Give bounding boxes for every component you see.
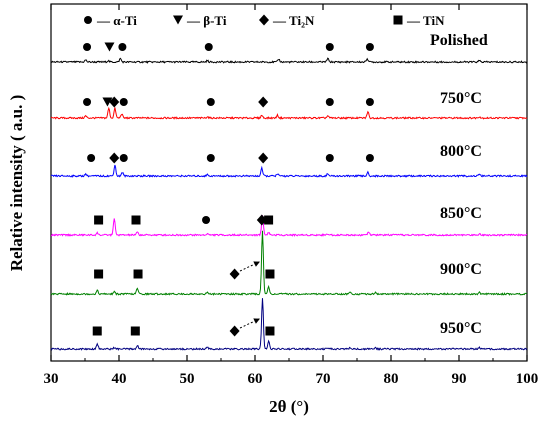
legend-triangle-down-icon xyxy=(173,15,183,25)
series-line xyxy=(50,57,528,64)
phase-marker-square xyxy=(92,326,102,336)
sample-labels-group: Polished 750°C 800°C 850°C 900°C 950°C xyxy=(430,32,488,337)
phase-marker-square xyxy=(265,269,275,279)
phase-marker-diamond xyxy=(109,152,120,164)
series-line xyxy=(50,164,528,178)
annotation-arrow xyxy=(239,261,260,272)
phase-marker-circle xyxy=(119,154,128,162)
series-line xyxy=(50,106,528,120)
phase-marker-circle xyxy=(119,98,128,106)
phase-marker-circle xyxy=(365,98,374,106)
series-line xyxy=(50,298,528,351)
phase-marker-square xyxy=(94,215,104,225)
phase-marker-circle xyxy=(325,43,334,51)
y-axis-title: Relative intensity ( a.u. ) xyxy=(7,95,26,272)
phase-marker-diamond xyxy=(229,325,240,337)
phase-marker-diamond xyxy=(258,96,269,108)
phase-marker-circle xyxy=(365,154,374,162)
legend-circle-icon xyxy=(84,16,92,24)
x-tick-label: 30 xyxy=(44,371,59,387)
x-tick-label: 50 xyxy=(180,371,195,387)
sample-label: Polished xyxy=(430,32,488,49)
series-line xyxy=(50,215,528,237)
phase-marker-square xyxy=(131,215,141,225)
phase-marker-circle xyxy=(118,43,127,51)
phase-marker-square xyxy=(265,326,275,336)
x-tick-label: 40 xyxy=(112,371,127,387)
phase-marker-square xyxy=(264,215,274,225)
phase-marker-circle xyxy=(83,98,92,106)
x-tick-label: 70 xyxy=(316,371,331,387)
sample-label: 800°C xyxy=(440,143,482,160)
legend: — α-Ti — β-Ti — Ti₂N — TiN xyxy=(84,13,445,28)
legend-label: — Ti₂N xyxy=(272,13,315,28)
phase-marker-circle xyxy=(87,154,96,162)
phase-marker-diamond xyxy=(258,152,269,164)
phase-marker-circle xyxy=(202,216,211,224)
phase-marker-circle xyxy=(365,43,374,51)
phase-marker-circle xyxy=(204,43,213,51)
phase-marker-circle xyxy=(83,43,92,51)
sample-label: 950°C xyxy=(440,320,482,337)
sample-label: 900°C xyxy=(440,261,482,278)
x-tick-label: 90 xyxy=(452,371,467,387)
markers-group xyxy=(83,42,374,337)
x-axis-title: 2θ (°) xyxy=(269,397,309,416)
phase-marker-circle xyxy=(206,98,215,106)
legend-square-icon xyxy=(393,15,403,25)
phase-marker-diamond xyxy=(109,96,120,108)
x-axis-ticks: 30 40 50 60 70 80 90 100 xyxy=(44,4,539,387)
annotation-arrow xyxy=(239,318,260,329)
x-tick-label: 60 xyxy=(248,371,263,387)
sample-label: 850°C xyxy=(440,205,482,222)
phase-marker-square xyxy=(133,269,143,279)
plot-frame xyxy=(50,3,528,362)
legend-label: — β-Ti xyxy=(186,13,227,28)
series-line xyxy=(50,230,528,296)
phase-marker-circle xyxy=(325,154,334,162)
x-tick-label: 80 xyxy=(384,371,399,387)
phase-marker-triangle-down xyxy=(102,97,113,107)
traces-group xyxy=(50,57,528,351)
phase-marker-square xyxy=(94,269,104,279)
phase-marker-circle xyxy=(206,154,215,162)
phase-marker-circle xyxy=(325,98,334,106)
legend-label: — α-Ti xyxy=(96,13,137,28)
legend-label: — TiN xyxy=(406,13,445,28)
phase-marker-triangle-down xyxy=(104,42,115,52)
x-tick-label: 100 xyxy=(516,371,539,387)
sample-label: 750°C xyxy=(440,90,482,107)
phase-marker-square xyxy=(130,326,140,336)
phase-marker-diamond xyxy=(229,268,240,280)
legend-diamond-icon xyxy=(259,14,269,26)
